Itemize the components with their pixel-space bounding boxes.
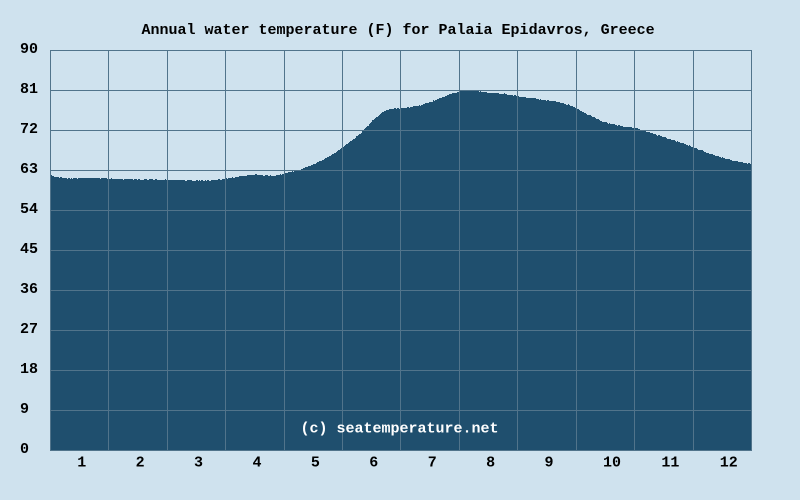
svg-text:45: 45 [20, 241, 38, 258]
svg-text:(c) seatemperature.net: (c) seatemperature.net [301, 421, 499, 438]
svg-text:9: 9 [20, 401, 29, 418]
svg-text:18: 18 [20, 361, 38, 378]
svg-text:2: 2 [136, 455, 145, 472]
svg-text:11: 11 [661, 455, 679, 472]
svg-text:Annual water temperature (F) f: Annual water temperature (F) for Palaia … [142, 22, 655, 39]
svg-text:10: 10 [603, 455, 621, 472]
svg-text:90: 90 [20, 41, 38, 58]
svg-text:6: 6 [369, 455, 378, 472]
svg-text:27: 27 [20, 321, 38, 338]
svg-text:9: 9 [545, 455, 554, 472]
svg-text:4: 4 [253, 455, 262, 472]
svg-text:8: 8 [486, 455, 495, 472]
svg-text:5: 5 [311, 455, 320, 472]
svg-text:3: 3 [194, 455, 203, 472]
svg-text:12: 12 [720, 455, 738, 472]
svg-text:7: 7 [428, 455, 437, 472]
svg-text:36: 36 [20, 281, 38, 298]
svg-text:1: 1 [77, 455, 86, 472]
svg-text:63: 63 [20, 161, 38, 178]
svg-text:0: 0 [20, 441, 29, 458]
svg-text:54: 54 [20, 201, 38, 218]
svg-text:72: 72 [20, 121, 38, 138]
svg-text:81: 81 [20, 81, 38, 98]
